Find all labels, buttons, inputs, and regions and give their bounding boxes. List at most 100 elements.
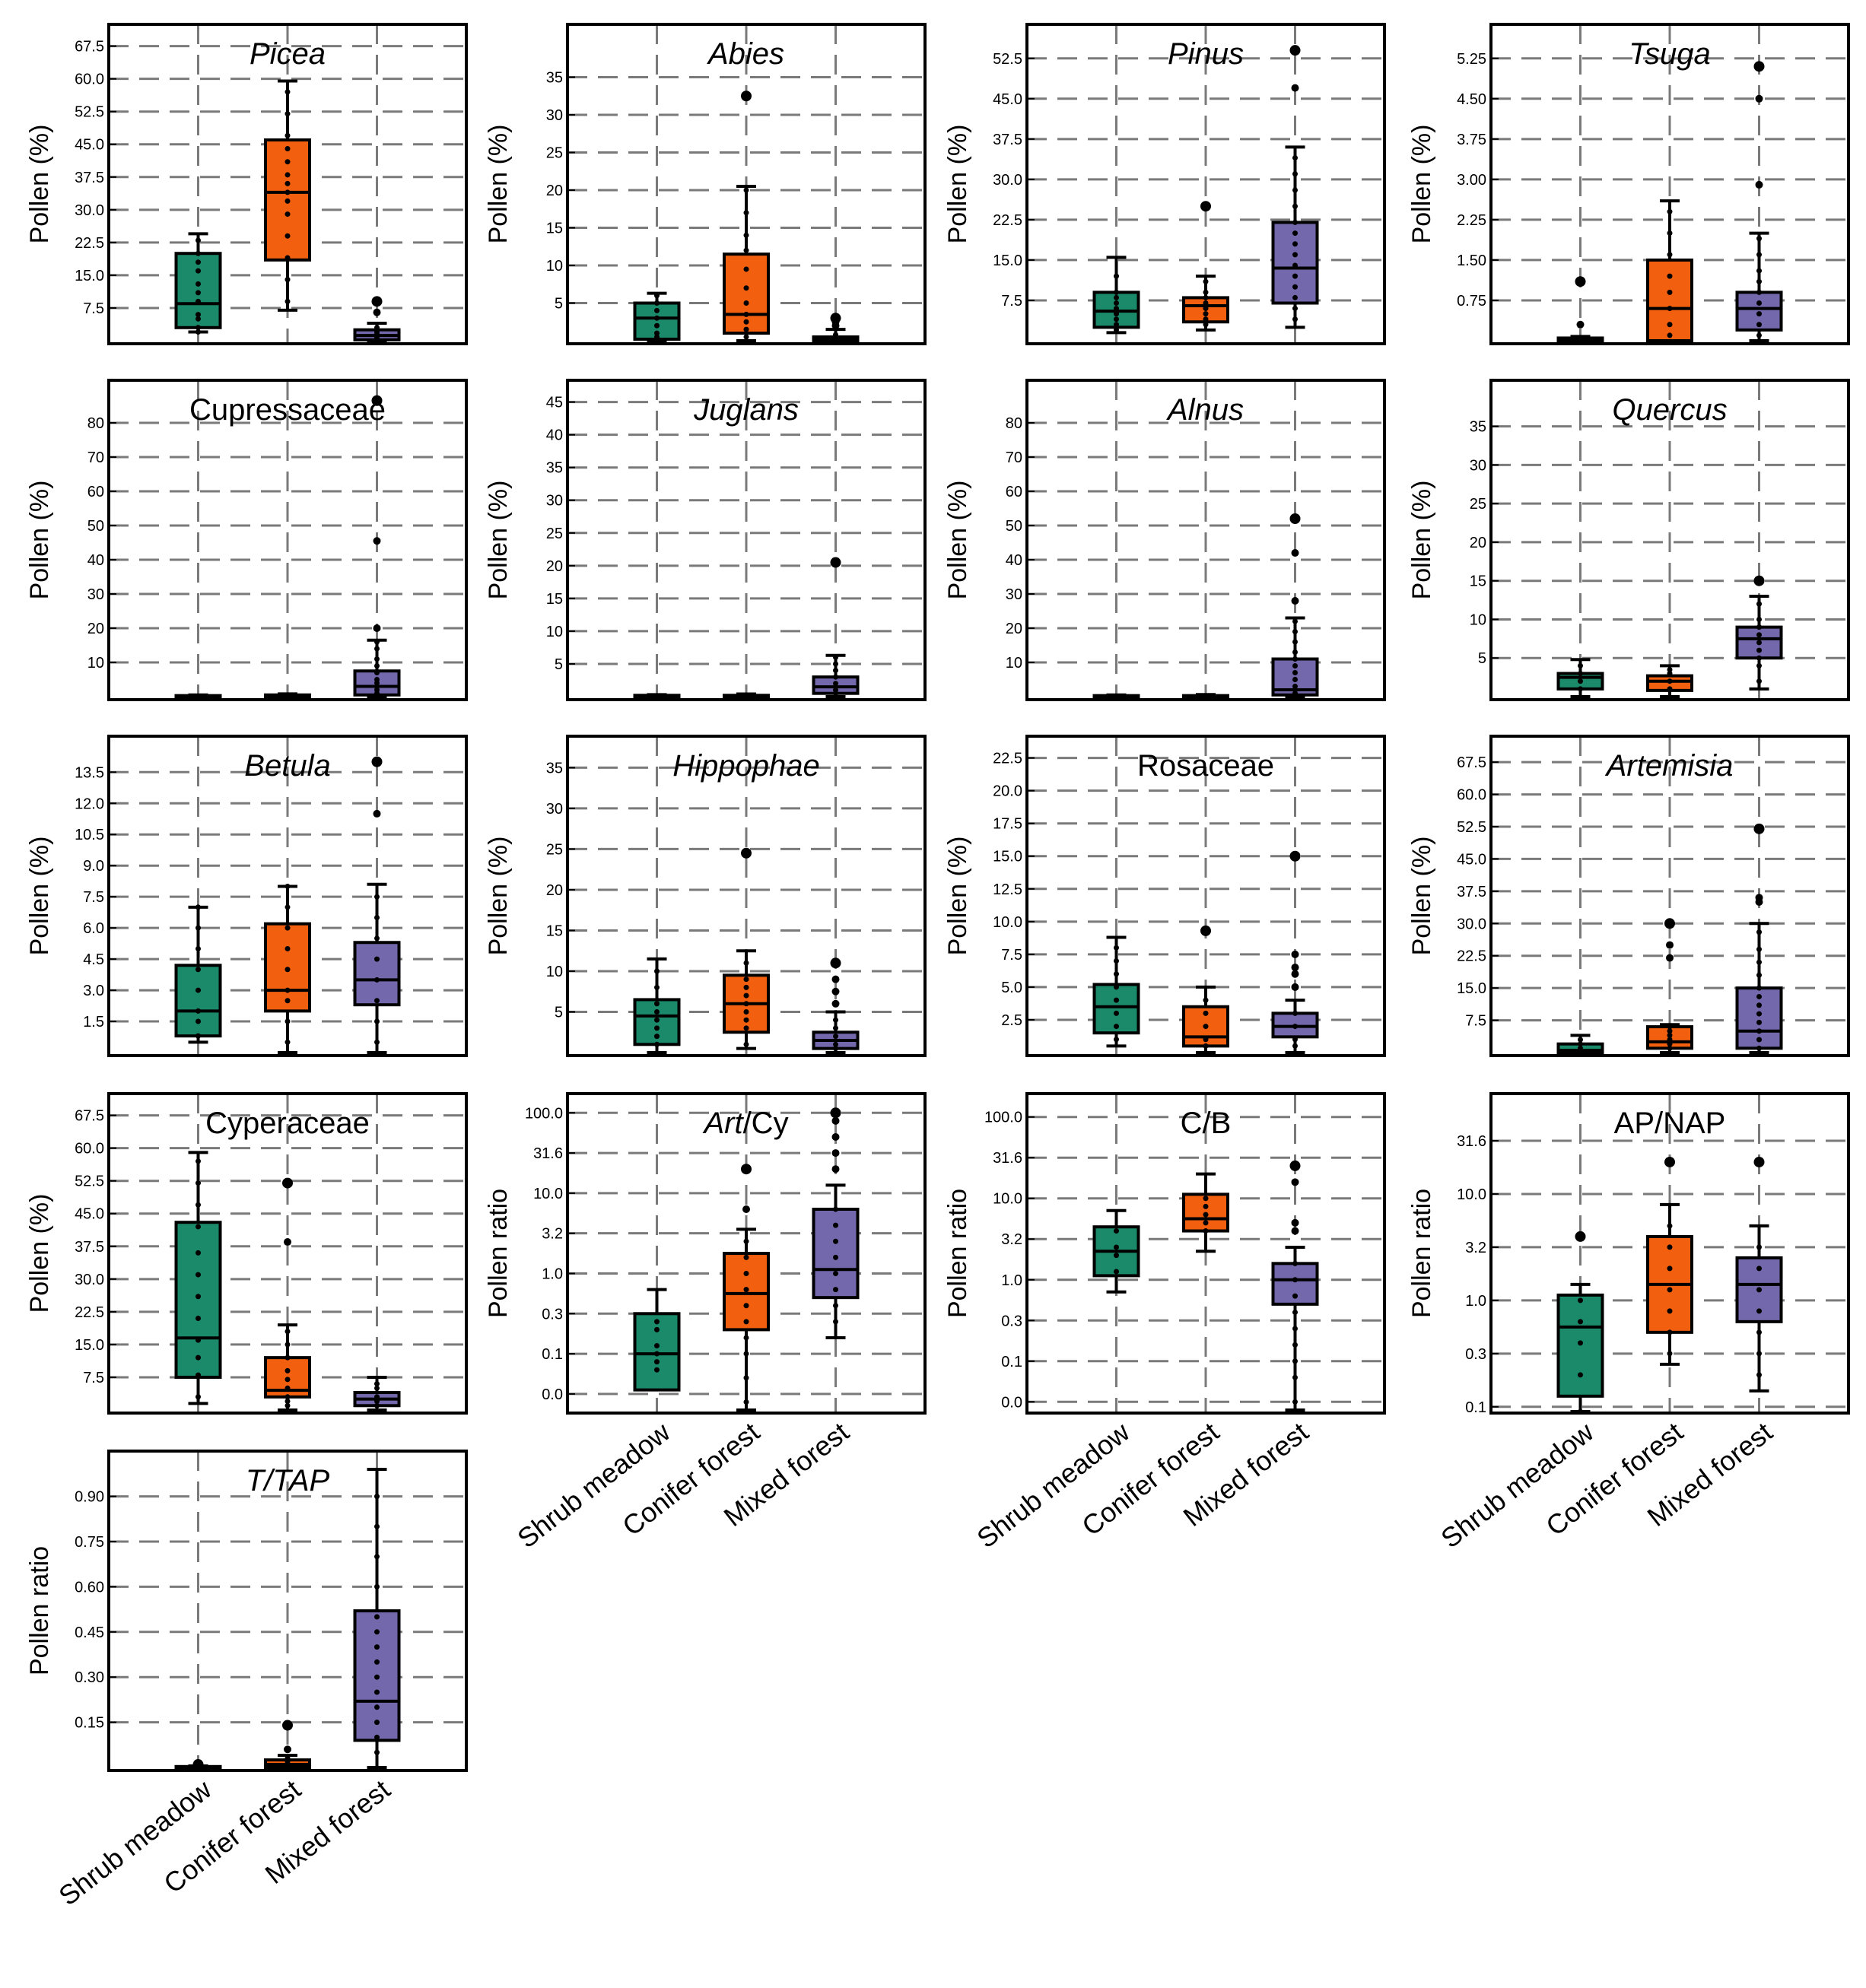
- y-tick-label: 52.5: [75, 104, 104, 121]
- y-tick-label: 5.25: [1457, 51, 1486, 68]
- y-tick-label: 10: [546, 964, 563, 980]
- data-point: [743, 1001, 749, 1007]
- panel-t-tap: 0.15 0.30 0.45 0.60 0.75 0.90 T/TAP Pollen rati…: [25, 1450, 468, 1911]
- panel-artemisia: 7.5 15.0 22.5 30.0 37.5 45.0 52.5 60.0 67.5 Artem…: [1407, 735, 1850, 1057]
- data-point: [833, 1254, 838, 1260]
- box-shrub-meadow: [633, 957, 681, 1054]
- y-tick-label: 17.5: [993, 816, 1022, 833]
- y-tick-label: 20: [87, 621, 104, 637]
- data-point: [1292, 618, 1298, 624]
- data-point: [285, 233, 291, 239]
- panel-title: Quercus: [1612, 393, 1727, 427]
- outlier-point: [1291, 84, 1299, 92]
- data-point: [1292, 629, 1298, 634]
- y-tick-label: 0.15: [75, 1715, 104, 1732]
- y-tick-label: 25: [1470, 496, 1486, 513]
- data-point: [833, 1222, 838, 1228]
- y-tick-label: 7.5: [1465, 1013, 1486, 1030]
- data-point: [833, 661, 838, 667]
- data-point: [1114, 997, 1119, 1003]
- y-axis-label: Pollen ratio: [1407, 1189, 1436, 1318]
- data-point: [1756, 1045, 1762, 1051]
- data-point: [1667, 1244, 1673, 1250]
- data-point: [1292, 1310, 1298, 1316]
- panel-frame: [1489, 23, 1850, 345]
- data-point: [743, 1238, 749, 1244]
- data-point: [374, 1399, 380, 1405]
- data-point: [196, 1202, 201, 1208]
- panel-cyperaceae: 7.5 15.0 22.5 30.0 37.5 45.0 52.5 60.0 67.5 Cyper…: [25, 1092, 468, 1415]
- panel-frame: [107, 1450, 468, 1772]
- data-point: [1756, 252, 1762, 258]
- data-point: [1756, 993, 1762, 999]
- panel-title: Tsuga: [1629, 37, 1711, 71]
- data-point: [196, 312, 201, 318]
- data-point: [743, 247, 749, 253]
- box-mixed-forest: [353, 756, 401, 1054]
- outlier-point: [282, 1720, 293, 1731]
- outlier-point: [1753, 1156, 1765, 1167]
- data-point: [285, 904, 291, 910]
- data-point: [1756, 300, 1762, 306]
- y-tick-label: 67.5: [75, 39, 104, 56]
- data-point: [654, 293, 660, 299]
- data-point: [1203, 1203, 1209, 1209]
- panel-frame: [107, 735, 468, 1057]
- panel-alnus: 10 20 30 40 50 60 70 80 Alnus Pollen (%): [943, 379, 1386, 701]
- data-point: [654, 968, 660, 974]
- data-point: [1667, 1045, 1673, 1051]
- data-point: [1578, 1045, 1583, 1051]
- data-point: [1667, 1032, 1673, 1038]
- data-point: [1114, 1228, 1119, 1234]
- data-point: [196, 1315, 201, 1321]
- box-mixed-forest: [1271, 513, 1319, 698]
- y-tick-label: 22.5: [993, 212, 1022, 229]
- data-point: [1578, 671, 1583, 677]
- data-point: [374, 1614, 380, 1620]
- data-point: [1756, 1329, 1762, 1335]
- y-tick-label: 10.0: [993, 1191, 1022, 1208]
- data-point: [1756, 236, 1762, 242]
- outlier-point: [282, 1177, 293, 1189]
- box-conifer-forest: [1646, 1156, 1693, 1366]
- data-point: [374, 1554, 380, 1560]
- data-point: [654, 1025, 660, 1031]
- data-point: [1203, 1024, 1209, 1030]
- data-point: [285, 1329, 291, 1335]
- data-point: [743, 1270, 749, 1276]
- outlier-point: [1289, 1160, 1301, 1171]
- data-point: [285, 1394, 291, 1400]
- data-point: [1667, 678, 1673, 684]
- y-tick-label: 45.0: [75, 137, 104, 154]
- panel-title: Art/Cy: [702, 1107, 788, 1140]
- data-point: [374, 1689, 380, 1695]
- data-point: [196, 325, 201, 331]
- y-tick-label: 0.0: [1001, 1394, 1022, 1411]
- data-point: [196, 1354, 201, 1361]
- data-point: [654, 1343, 660, 1349]
- y-tick-label: 0.45: [75, 1624, 104, 1641]
- data-point: [1756, 1287, 1762, 1293]
- data-point: [1756, 985, 1762, 991]
- data-point: [1667, 1037, 1673, 1043]
- panel-rosaceae: 2.5 5.0 7.5 10.0 12.5 15.0 17.5 20.0 22.5 Rosacea…: [943, 735, 1386, 1057]
- panel-title: Alnus: [1166, 393, 1244, 427]
- y-tick-label: 0.1: [1001, 1354, 1022, 1370]
- data-point: [374, 1720, 380, 1726]
- data-point: [374, 1018, 380, 1024]
- y-tick-label: 50: [87, 518, 104, 535]
- data-point: [285, 1377, 291, 1383]
- y-tick-label: 60.0: [75, 1141, 104, 1158]
- panel-title: T/TAP: [246, 1464, 330, 1497]
- data-point: [196, 1337, 201, 1343]
- y-tick-label: 3.00: [1457, 172, 1486, 189]
- panel-frame: [1025, 23, 1386, 345]
- data-point: [196, 1372, 201, 1378]
- data-point: [196, 316, 201, 322]
- data-point: [833, 1287, 838, 1293]
- data-point: [1292, 230, 1298, 237]
- data-point: [196, 259, 201, 265]
- data-point: [196, 268, 201, 274]
- data-point: [1756, 1002, 1762, 1008]
- data-point: [1292, 1374, 1298, 1380]
